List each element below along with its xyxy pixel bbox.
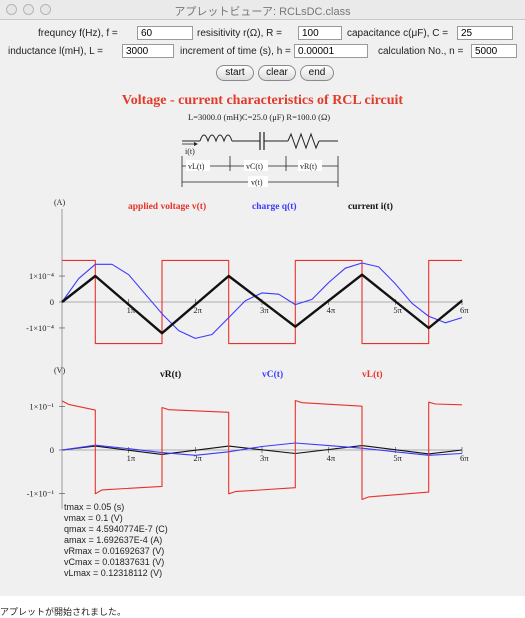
series-line	[61, 262, 463, 339]
window-title: アプレットビューア: RCLsDC.class	[174, 6, 351, 18]
chart-unit-label: (V)	[54, 366, 65, 375]
calc-no-label: calculation No., n =	[378, 46, 464, 57]
inductance-label: inductance l(mH), L =	[8, 46, 103, 57]
resistivity-input[interactable]	[298, 26, 342, 40]
y-tick-label: 0	[50, 445, 54, 455]
legend-label: applied voltage v(t)	[128, 201, 206, 212]
y-tick-label: -1×10⁻⁴	[26, 323, 54, 333]
frequency-input[interactable]	[137, 26, 193, 40]
capacitance-label: capacitance c(μF), C =	[347, 28, 449, 39]
vL-label: vL(t)	[188, 162, 205, 171]
page-heading: Voltage - current characteristics of RCL…	[121, 93, 404, 108]
x-tick-label: 4π	[327, 453, 336, 463]
increment-label: increment of time (s), h =	[180, 46, 291, 57]
x-tick-label: 3π	[260, 305, 269, 315]
status-bar: アプレットが開始されました。	[0, 607, 127, 617]
circuit-values-label: L=3000.0 (mH)C=25.0 (μF) R=100.0 (Ω)	[188, 112, 330, 122]
x-tick-label: 6π	[460, 453, 469, 463]
readout-line: vRmax = 0.01692637 (V)	[64, 546, 165, 556]
current-label: i(t)	[185, 147, 195, 156]
resistivity-label: resisitivity r(Ω), R =	[197, 28, 282, 39]
y-tick-label: 1×10⁻¹	[29, 401, 54, 411]
y-tick-label: 0	[50, 297, 54, 307]
zoom-window-button[interactable]	[40, 4, 51, 15]
y-tick-label: -1×10⁻¹	[27, 489, 55, 499]
readout-line: vCmax = 0.01837631 (V)	[64, 557, 165, 567]
y-tick-label: 1×10⁻⁴	[29, 271, 54, 281]
x-tick-label: 1π	[127, 305, 136, 315]
x-tick-label: 3π	[260, 453, 269, 463]
readout-line: amax = 1.692637E-4 (A)	[64, 535, 163, 545]
circuit-diagram: L=3000.0 (mH)C=25.0 (μF) R=100.0 (Ω) i(t…	[181, 112, 339, 187]
legend-label: vL(t)	[362, 369, 383, 380]
readout-line: vmax = 0.1 (V)	[64, 513, 123, 523]
series-line	[61, 273, 463, 335]
readout-line: vLmax = 0.12318112 (V)	[64, 568, 163, 578]
x-tick-label: 1π	[127, 453, 136, 463]
applet-content: frequncy f(Hz), f = resisitivity r(Ω), R…	[0, 20, 525, 617]
series-line	[62, 259, 462, 345]
calc-no-input[interactable]	[471, 44, 517, 58]
capacitance-input[interactable]	[457, 26, 513, 40]
clear-button[interactable]: clear	[258, 65, 296, 81]
inductance-input[interactable]	[122, 44, 174, 58]
v-label: v(t)	[251, 178, 263, 187]
x-tick-label: 2π	[193, 453, 202, 463]
legend-label: current i(t)	[348, 201, 393, 212]
vC-label: vC(t)	[246, 162, 263, 171]
current-arrowhead	[194, 142, 198, 146]
readout-block: tmax = 0.05 (s) vmax = 0.1 (V) qmax = 4.…	[64, 502, 168, 579]
current-chart: (A) 1×10⁻⁴ 0 -1×10⁻⁴ 1π 2π 3π 4π 5π 6π applied vol…	[26, 198, 469, 377]
series-line	[61, 445, 463, 455]
frequency-label: frequncy f(Hz), f =	[38, 28, 118, 39]
vR-label: vR(t)	[300, 162, 317, 171]
series-line	[61, 399, 463, 501]
window-titlebar: アプレットビューア: RCLsDC.class	[0, 0, 525, 20]
close-window-button[interactable]	[6, 4, 17, 15]
readout-line: tmax = 0.05 (s)	[64, 502, 125, 512]
x-tick-label: 2π	[193, 305, 202, 315]
x-tick-label: 4π	[327, 305, 336, 315]
vL-label-bg	[186, 160, 210, 171]
minimize-window-button[interactable]	[23, 4, 34, 15]
voltage-chart: (V) 1×10⁻¹ 0 -1×10⁻¹ 1π 2π 3π 4π 5π 6π vR(t) vC(t) v…	[27, 366, 469, 509]
resistor-symbol	[287, 132, 320, 150]
legend-label: vR(t)	[160, 369, 181, 380]
chart-unit-label: (A)	[54, 198, 65, 207]
readout-line: qmax = 4.5940774E-7 (C)	[64, 524, 168, 534]
end-button[interactable]: end	[300, 65, 334, 81]
x-tick-label: 6π	[460, 305, 469, 315]
x-tick-label: 5π	[393, 305, 402, 315]
window-controls	[6, 4, 51, 15]
vR-label-bg	[298, 160, 322, 171]
inductor-symbol	[199, 134, 233, 143]
vC-label-bg	[244, 160, 268, 171]
increment-input[interactable]	[294, 44, 368, 58]
v-label-bg	[248, 176, 268, 187]
x-tick-label: 5π	[393, 453, 402, 463]
legend-label: charge q(t)	[252, 201, 297, 212]
series-line	[61, 442, 463, 456]
legend-label: vC(t)	[262, 369, 283, 380]
start-button[interactable]: start	[216, 65, 254, 81]
